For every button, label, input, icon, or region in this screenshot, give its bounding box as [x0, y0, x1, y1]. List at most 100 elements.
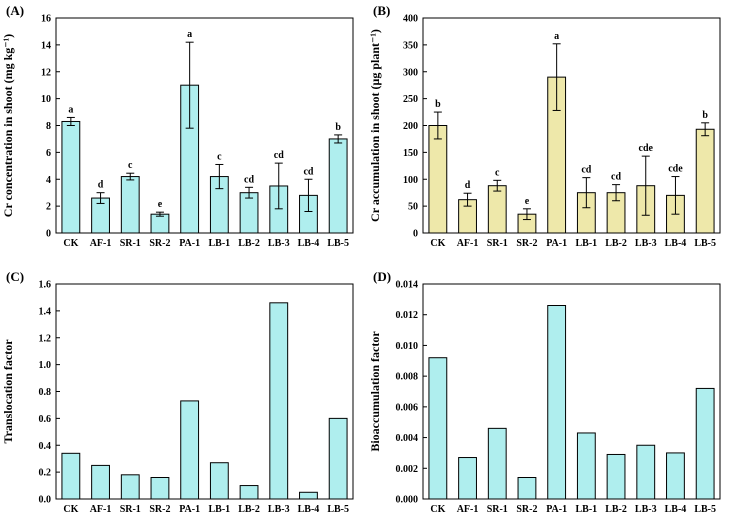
significance-letter: cd	[303, 166, 313, 177]
x-tick-label: LB-5	[694, 238, 716, 249]
x-tick-label: PA-1	[546, 504, 567, 515]
x-tick-label: AF-1	[90, 238, 112, 249]
significance-letter: c	[495, 167, 500, 178]
y-tick-label: 200	[403, 121, 418, 132]
y-tick-label: 0.6	[39, 414, 52, 425]
x-tick-label: PA-1	[179, 504, 200, 515]
bar-SR-1	[487, 427, 507, 500]
significance-letter: b	[335, 122, 341, 133]
significance-letter: cd	[611, 172, 621, 183]
y-tick-label: 0.008	[396, 372, 419, 383]
x-tick-label: SR-2	[516, 238, 537, 249]
y-axis-title: Cr concentration in shoot (mg kg⁻¹)	[1, 34, 15, 217]
significance-letter: a	[187, 29, 192, 40]
y-tick-label: 350	[403, 40, 418, 51]
bar-SR-2	[150, 213, 170, 234]
significance-letter: cd	[581, 165, 591, 176]
significance-letter: d	[465, 180, 471, 191]
x-tick-label: LB-1	[576, 504, 598, 515]
x-tick-label: LB-3	[268, 238, 290, 249]
plot-frame	[422, 283, 721, 500]
y-tick-label: 0.4	[39, 441, 52, 452]
bar-LB-2	[239, 192, 259, 234]
panel-label: (A)	[6, 3, 24, 18]
bar-LB-5	[695, 128, 715, 234]
y-tick-label: 0.8	[39, 387, 52, 398]
bar-CK	[428, 125, 448, 234]
y-tick-label: 10	[41, 94, 51, 105]
x-tick-label: LB-1	[209, 504, 231, 515]
bar-LB-1	[576, 432, 596, 500]
significance-letter: e	[158, 199, 163, 210]
y-tick-label: 250	[403, 94, 418, 105]
bar-SR-2	[150, 477, 170, 500]
panel-d-chart: 0.000 0.002 0.004 0.006 0.008 0.010 0.012 0.014…	[368, 269, 721, 515]
significance-letter: cd	[244, 174, 254, 185]
y-tick-label: 0.000	[396, 495, 419, 506]
y-tick-label: 0.010	[396, 341, 419, 352]
y-tick-label: 1.4	[39, 306, 52, 317]
bar-AF-1	[91, 464, 110, 500]
significance-letter: cd	[274, 150, 284, 161]
bar-LB-2	[239, 485, 259, 500]
bar-CK	[428, 357, 448, 500]
bar-SR-1	[120, 474, 140, 500]
y-tick-label: 0.012	[396, 310, 419, 321]
significance-letter: c	[217, 151, 222, 162]
y-tick-label: 14	[41, 40, 51, 51]
y-tick-label: 50	[408, 202, 418, 213]
bar-LB-4	[666, 452, 685, 500]
x-tick-label: SR-1	[120, 504, 141, 515]
x-tick-label: LB-3	[635, 238, 657, 249]
x-tick-label: LB-1	[576, 238, 598, 249]
x-tick-label: LB-4	[298, 238, 320, 249]
significance-letter: b	[435, 99, 441, 110]
y-tick-label: 400	[403, 14, 418, 25]
x-tick-label: LB-1	[209, 238, 231, 249]
panel-c: 0.0 0.2 0.4 0.6 0.8 1.0 1.2 1.4 1.6 CK AF-1 SR-1 SR-…	[0, 266, 367, 531]
x-tick-label: CK	[63, 238, 78, 249]
y-tick-label: 8	[46, 121, 51, 132]
bar-SR-2	[517, 477, 537, 500]
significance-letter: cde	[668, 164, 683, 175]
x-tick-label: CK	[430, 504, 445, 515]
y-tick-label: 1.6	[39, 280, 52, 291]
x-tick-label: CK	[430, 238, 445, 249]
significance-letter: c	[128, 160, 133, 171]
x-tick-label: LB-5	[327, 238, 349, 249]
x-tick-label: LB-2	[605, 238, 627, 249]
y-tick-label: 0.014	[396, 280, 419, 291]
y-tick-label: 6	[46, 148, 51, 159]
x-tick-label: LB-2	[238, 238, 260, 249]
y-tick-label: 0	[413, 229, 418, 240]
y-tick-label: 0.002	[396, 464, 419, 475]
bar-SR-1	[120, 176, 140, 234]
x-tick-label: PA-1	[546, 238, 567, 249]
y-tick-label: 0.2	[39, 468, 52, 479]
significance-letter: a	[554, 31, 559, 42]
x-tick-label: SR-2	[149, 504, 170, 515]
x-tick-label: LB-3	[635, 504, 657, 515]
bar-LB-3	[636, 444, 656, 500]
y-axis-title: Translocation factor	[1, 339, 15, 444]
bar-LB-3	[269, 302, 289, 500]
x-tick-label: AF-1	[457, 504, 479, 515]
y-tick-label: 4	[46, 175, 51, 186]
x-tick-label: LB-5	[694, 504, 716, 515]
significance-letter: d	[98, 180, 104, 191]
bar-CK	[61, 452, 81, 500]
bar-CK	[61, 120, 81, 234]
panel-label: (B)	[373, 3, 390, 18]
significance-letter: b	[702, 110, 708, 121]
y-tick-label: 2	[46, 202, 51, 213]
significance-letter: cde	[639, 143, 654, 154]
bar-LB-5	[328, 417, 348, 500]
x-tick-label: SR-2	[516, 504, 537, 515]
x-tick-label: SR-1	[487, 504, 508, 515]
bar-LB-1	[209, 462, 229, 500]
x-tick-label: LB-3	[268, 504, 290, 515]
bar-LB-5	[695, 387, 715, 500]
x-tick-label: AF-1	[457, 238, 479, 249]
x-tick-label: SR-1	[120, 238, 141, 249]
